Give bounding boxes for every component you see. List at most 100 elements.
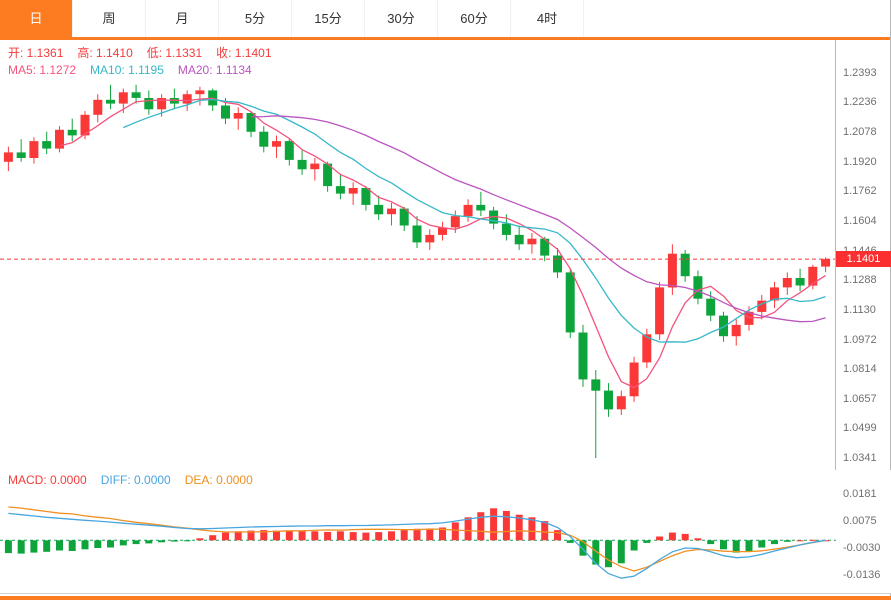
price-tick: 1.1920 bbox=[843, 156, 877, 168]
tab-timeframe-2[interactable]: 月 bbox=[146, 0, 219, 37]
macd-hist-bar bbox=[439, 527, 446, 541]
macd-legend-row: MACD: 0.0000 DIFF: 0.0000 DEA: 0.0000 bbox=[8, 473, 267, 487]
macd-hist-bar bbox=[451, 522, 459, 541]
candle-body bbox=[514, 234, 524, 245]
macd-hist-bar bbox=[183, 540, 191, 542]
candle-body bbox=[565, 272, 575, 333]
candle-body bbox=[578, 332, 588, 380]
macd-hist-bar bbox=[94, 540, 102, 548]
candle-body bbox=[438, 227, 447, 235]
macd-hist-bar bbox=[413, 528, 421, 541]
candle-body bbox=[272, 141, 281, 147]
tab-timeframe-3[interactable]: 5分 bbox=[219, 0, 292, 37]
candle-body bbox=[106, 99, 115, 104]
macd-hist-bar bbox=[132, 540, 140, 545]
macd-hist-bar bbox=[311, 531, 319, 541]
candle-body bbox=[131, 92, 141, 98]
candle-body bbox=[450, 216, 460, 228]
macd-hist-bar bbox=[720, 540, 727, 550]
candle-body bbox=[642, 334, 652, 363]
macd-hist-bar bbox=[630, 540, 638, 551]
macd-hist-bar bbox=[490, 508, 498, 541]
price-tick: 1.1762 bbox=[843, 185, 877, 197]
candle-body bbox=[629, 362, 639, 397]
macd-hist-bar bbox=[783, 540, 791, 542]
macd-hist-bar bbox=[796, 540, 804, 542]
diff-label: DIFF: 0.0000 bbox=[100, 473, 171, 487]
macd-hist-bar bbox=[579, 540, 587, 556]
candle-body bbox=[757, 300, 767, 312]
candle-body bbox=[80, 114, 90, 136]
candle-body bbox=[463, 204, 473, 217]
tab-timeframe-5[interactable]: 30分 bbox=[365, 0, 438, 37]
macd-label: MACD: 0.0000 bbox=[8, 473, 87, 487]
macd-hist-bar bbox=[273, 530, 280, 541]
macd-hist-bar bbox=[145, 540, 153, 544]
macd-chart[interactable] bbox=[0, 470, 836, 593]
macd-hist-bar bbox=[566, 540, 574, 543]
candle-body bbox=[259, 131, 269, 147]
tab-timeframe-1[interactable]: 周 bbox=[73, 0, 146, 37]
candle-body bbox=[501, 223, 511, 235]
macd-hist-bar bbox=[324, 531, 332, 541]
candle-body bbox=[221, 105, 230, 119]
candle-body bbox=[3, 152, 13, 162]
open-value: 开: 1.1361 bbox=[8, 46, 64, 60]
diff-line bbox=[8, 512, 826, 579]
candle-body bbox=[29, 141, 39, 158]
ma5-label: MA5: 1.1272 bbox=[8, 63, 77, 77]
candle-body bbox=[399, 208, 409, 226]
candle-body bbox=[655, 287, 665, 335]
price-tick: 1.1604 bbox=[843, 215, 877, 227]
macd-hist-bar bbox=[732, 540, 740, 553]
macd-hist-bar bbox=[681, 533, 689, 541]
macd-hist-bar bbox=[81, 540, 89, 550]
tab-timeframe-6[interactable]: 60分 bbox=[438, 0, 511, 37]
tab-timeframe-4[interactable]: 15分 bbox=[292, 0, 365, 37]
price-tick: 1.2393 bbox=[843, 67, 877, 79]
candle-body bbox=[553, 255, 562, 273]
macd-hist-bar bbox=[107, 540, 114, 548]
ma20-line bbox=[250, 115, 826, 323]
tab-timeframe-0[interactable]: 日 bbox=[0, 0, 73, 37]
candle-body bbox=[284, 141, 294, 160]
macd-hist-bar bbox=[375, 532, 383, 541]
macd-hist-bar bbox=[222, 532, 229, 541]
candle-body bbox=[476, 204, 486, 211]
macd-hist-bar bbox=[196, 538, 204, 541]
candle-body bbox=[693, 276, 703, 299]
macd-hist-bar bbox=[592, 540, 600, 565]
macd-hist-bar bbox=[170, 540, 178, 542]
candle-body bbox=[821, 259, 831, 267]
candlestick-chart[interactable] bbox=[0, 40, 836, 470]
axis-separator-line bbox=[835, 40, 836, 593]
candle-body bbox=[323, 163, 333, 187]
ma5-line bbox=[59, 97, 826, 389]
macd-panel[interactable] bbox=[0, 470, 836, 593]
candle-body bbox=[782, 278, 792, 288]
candle-body bbox=[246, 113, 256, 132]
candle-body bbox=[425, 234, 435, 243]
macd-axis: 0.0181 0.0075 -0.0030 -0.0136 bbox=[836, 470, 891, 593]
candle-body bbox=[233, 113, 243, 119]
close-value: 收: 1.1401 bbox=[216, 46, 272, 60]
macd-hist-bar bbox=[554, 530, 561, 541]
macd-hist-bar bbox=[43, 540, 51, 552]
macd-hist-bar bbox=[541, 521, 549, 541]
candle-body bbox=[157, 98, 167, 110]
candle-body bbox=[387, 208, 396, 215]
price-tick: 1.1130 bbox=[843, 304, 876, 316]
macd-hist-bar bbox=[707, 540, 715, 545]
candle-body bbox=[16, 152, 26, 158]
macd-hist-bar bbox=[17, 540, 25, 554]
candle-body bbox=[731, 324, 741, 337]
candle-body bbox=[412, 225, 422, 243]
candle-body bbox=[93, 99, 103, 115]
macd-hist-bar bbox=[349, 532, 357, 541]
tab-timeframe-7[interactable]: 4时 bbox=[511, 0, 584, 37]
main-chart-panel[interactable] bbox=[0, 40, 836, 470]
timeframe-tabbar: 日周月 5分 15分 30分 60分 4时 bbox=[0, 0, 891, 40]
macd-hist-bar bbox=[336, 531, 344, 541]
price-tick: 1.0972 bbox=[843, 334, 877, 346]
